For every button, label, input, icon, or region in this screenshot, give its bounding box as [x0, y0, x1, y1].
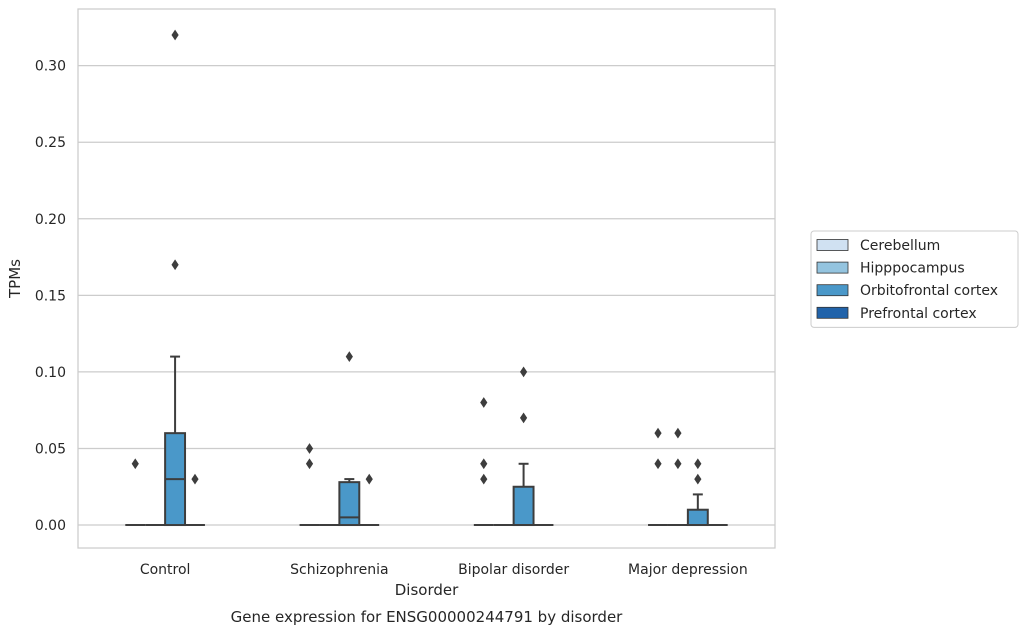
outlier-point: [694, 473, 702, 485]
box: [648, 427, 668, 527]
legend-label: Cerebellum: [860, 238, 940, 254]
y-tick-label: 0.10: [35, 365, 66, 381]
y-tick-label: 0.20: [35, 212, 66, 228]
x-tick-label: Major depression: [628, 562, 748, 578]
box: [125, 458, 146, 527]
legend-swatch: [816, 306, 849, 319]
y-tick-labels: 0.00 0.05 0.10 0.15 0.20 0.25 0.30: [35, 59, 66, 534]
x-tick-label: Schizophrenia: [290, 562, 388, 578]
outlier-point: [171, 259, 179, 271]
y-tick-label: 0.15: [35, 288, 66, 304]
outlier-point: [519, 412, 528, 424]
legend: Cerebellum Hipppocampus Orbitofrontal cort…: [810, 230, 1019, 328]
y-tick-label: 0.30: [35, 59, 66, 75]
box: [164, 29, 187, 527]
legend-swatch: [816, 284, 849, 297]
box-body: [338, 481, 361, 527]
outlier-point: [674, 458, 682, 470]
outlier-point: [131, 458, 139, 470]
box: [185, 473, 205, 527]
outlier-point: [654, 458, 662, 470]
x-tick-labels: Control Schizophrenia Bipolar disorder Majo…: [140, 562, 748, 578]
box-layer: [125, 29, 728, 527]
legend-swatch: [816, 239, 849, 251]
outlier-point: [480, 397, 488, 408]
outlier-point: [519, 366, 528, 378]
chart-title: Gene expression for ENSG00000244791 by d…: [231, 608, 624, 626]
y-tick-label: 0.05: [35, 441, 66, 457]
outlier-point: [171, 29, 179, 41]
box: [299, 443, 320, 527]
y-tick-label: 0.00: [35, 518, 66, 534]
x-axis-label: Disorder: [395, 581, 459, 599]
outlier-point: [305, 458, 314, 470]
legend-label: Orbitofrontal cortex: [860, 283, 998, 299]
legend-swatch: [816, 261, 849, 274]
outlier-point: [480, 458, 488, 470]
box: [686, 458, 709, 527]
box-body: [686, 508, 709, 527]
box-body: [512, 485, 535, 527]
x-tick-label: Bipolar disorder: [458, 562, 569, 578]
box: [359, 473, 380, 527]
box: [667, 427, 688, 527]
x-tick-label: Control: [140, 562, 191, 578]
box: [473, 397, 494, 527]
legend-label: Prefrontal cortex: [860, 306, 977, 322]
box: [512, 366, 535, 527]
y-axis-label: TPMs: [6, 259, 24, 299]
outlier-point: [694, 458, 702, 470]
plot-frame: [77, 8, 776, 549]
outlier-point: [480, 473, 488, 485]
grid-layer: [78, 65, 775, 526]
outlier-point: [365, 473, 373, 485]
outlier-point: [654, 427, 662, 439]
box: [338, 351, 361, 527]
outlier-point: [305, 443, 314, 454]
legend-label: Hipppocampus: [860, 261, 965, 277]
outlier-point: [191, 473, 199, 485]
outlier-point: [674, 427, 682, 439]
outlier-point: [345, 351, 353, 362]
legend-frame: [810, 230, 1019, 328]
y-tick-label: 0.25: [35, 135, 66, 151]
